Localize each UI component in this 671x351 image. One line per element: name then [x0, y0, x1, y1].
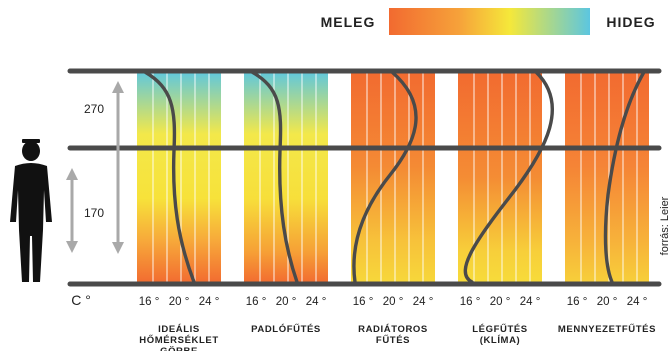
temperature-ticks: 16 ° 20 ° 24 ° 16 ° 20 ° 24 ° 16 ° 20 ° 24 ° 16 °… — [139, 296, 648, 308]
tick-label: 16 ° — [246, 296, 267, 308]
column-caption: IDEÁLIS — [158, 324, 200, 335]
arrow-270-head — [112, 81, 124, 93]
unit-label: C ° — [71, 292, 91, 308]
height-rails — [67, 68, 662, 287]
tick-label: 24 ° — [627, 296, 648, 308]
tick-label: 20 ° — [169, 296, 190, 308]
tick-label: 20 ° — [597, 296, 618, 308]
curve-air-heating — [463, 70, 554, 284]
arrow-270-tail — [112, 242, 124, 254]
source-credit: forrás: Leier — [659, 196, 671, 255]
column-gridlines — [152, 72, 638, 283]
gradient-columns — [137, 70, 649, 284]
tick-label: 16 ° — [567, 296, 588, 308]
column-caption: GÖRBE — [160, 346, 198, 351]
column-caption: HŐMÉRSÉKLET — [139, 334, 218, 346]
tick-label: 20 ° — [490, 296, 511, 308]
column-ideal — [137, 70, 221, 284]
tick-label: 24 ° — [520, 296, 541, 308]
tick-label: 16 ° — [353, 296, 374, 308]
legend-gradient-bar — [389, 8, 590, 35]
height-label-170: 170 — [84, 206, 104, 220]
column-caption: MENNYEZETFŰTÉS — [558, 323, 656, 335]
person-silhouette-icon — [10, 139, 52, 282]
legend-cold-label: HIDEG — [606, 14, 655, 30]
tick-label: 16 ° — [139, 296, 160, 308]
column-caption: RADIÁTOROS — [358, 324, 428, 335]
temperature-curves — [143, 70, 646, 284]
curve-radiator-heating — [352, 70, 418, 284]
tick-label: 24 ° — [413, 296, 434, 308]
column-caption: FŰTÉS — [376, 334, 410, 346]
height-arrows — [66, 81, 124, 254]
tick-label: 20 ° — [383, 296, 404, 308]
tick-label: 24 ° — [199, 296, 220, 308]
curve-ceiling-heating — [603, 70, 646, 284]
column-captions: IDEÁLISHŐMÉRSÉKLETGÖRBE PADLÓFŰTÉS RADIÁTO… — [139, 323, 656, 351]
column-radiator-heating — [351, 70, 435, 284]
height-label-270: 270 — [84, 102, 104, 116]
legend-warm-label: MELEG — [321, 14, 376, 30]
arrow-170-tail — [66, 241, 78, 253]
arrow-170-head — [66, 168, 78, 180]
tick-label: 20 ° — [276, 296, 297, 308]
column-caption: PADLÓFŰTÉS — [251, 323, 321, 335]
column-caption: LÉGFŰTÉS — [472, 323, 527, 335]
tick-label: 16 ° — [460, 296, 481, 308]
tick-label: 24 ° — [306, 296, 327, 308]
column-caption: (KLÍMA) — [480, 335, 521, 346]
